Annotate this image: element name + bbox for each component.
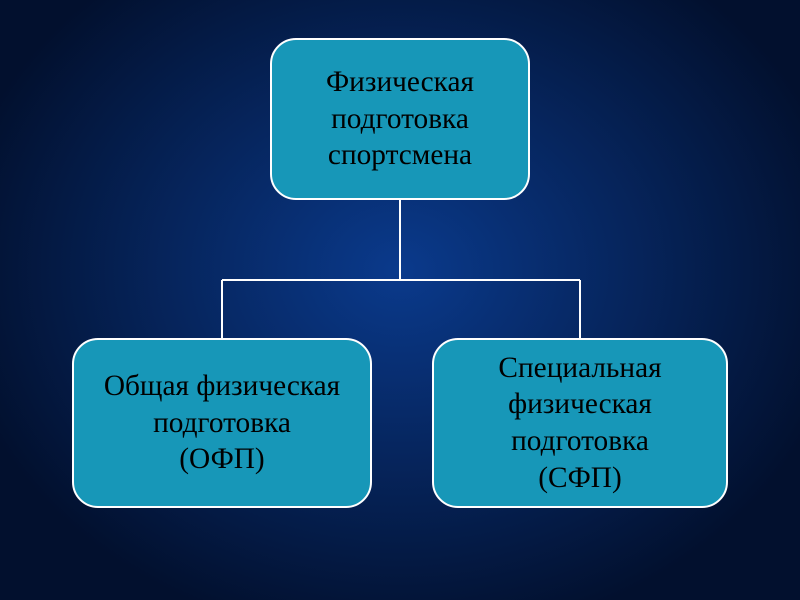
tree-node-left: Общая физическая подготовка (ОФП) — [72, 338, 372, 508]
tree-node-root: Физическая подготовка спортсмена — [270, 38, 530, 200]
tree-node-right: Специальная физическая подготовка (СФП) — [432, 338, 728, 508]
diagram-stage: Физическая подготовка спортсмена Общая фи… — [0, 0, 800, 600]
